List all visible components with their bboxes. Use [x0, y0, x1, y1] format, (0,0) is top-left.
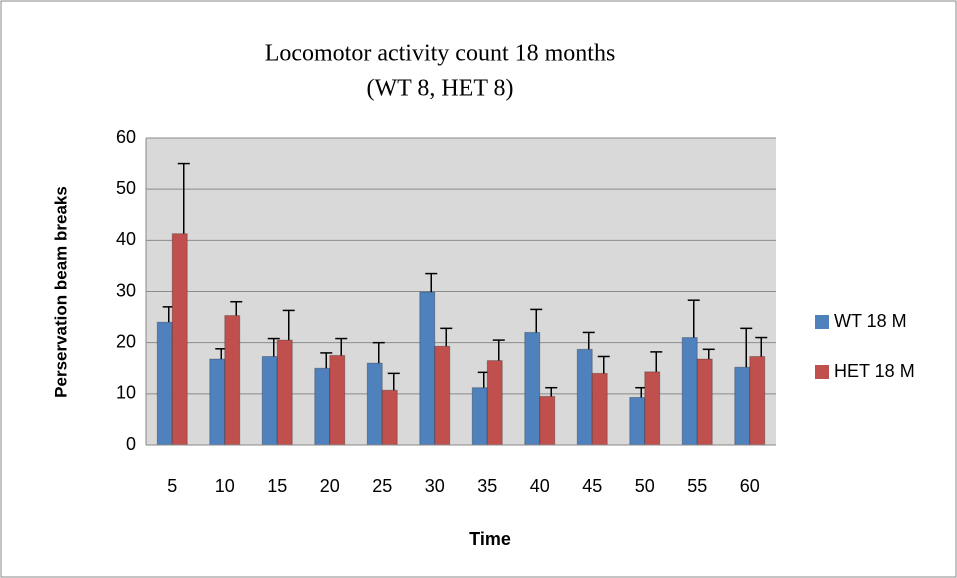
bar	[209, 358, 226, 446]
y-axis-label: Perservation beam breaks	[51, 186, 70, 398]
error-bar	[425, 272, 438, 293]
bar	[576, 348, 593, 446]
x-axis-label: Time	[469, 529, 511, 549]
x-tick-label: 40	[530, 476, 550, 496]
error-bar	[545, 386, 558, 397]
bar	[539, 395, 556, 446]
x-tick-label: 35	[477, 476, 497, 496]
bar	[591, 372, 608, 446]
legend-label: WT 18 M	[834, 311, 907, 331]
error-bar	[267, 337, 280, 357]
bar	[629, 396, 646, 446]
error-bar	[582, 331, 595, 350]
y-tick-label: 30	[116, 280, 136, 300]
chart-subtitle: (WT 8, HET 8)	[366, 76, 513, 102]
y-tick-label: 50	[116, 178, 136, 198]
legend-swatch	[815, 365, 829, 379]
x-tick-label: 60	[740, 476, 760, 496]
y-tick-label: 40	[116, 229, 136, 249]
x-tick-label: 55	[687, 476, 707, 496]
x-tick-label: 15	[267, 476, 287, 496]
error-bar	[530, 308, 543, 333]
x-tick-label: 20	[320, 476, 340, 496]
y-tick-label: 60	[116, 127, 136, 147]
chart-title: Locomotor activity count 18 months	[265, 41, 616, 67]
x-tick-label: 50	[635, 476, 655, 496]
error-bar	[177, 162, 190, 234]
error-bar	[687, 299, 700, 338]
error-bar	[440, 327, 453, 347]
bar	[749, 355, 766, 446]
error-bar	[320, 352, 333, 369]
x-tick-label: 30	[425, 476, 445, 496]
bar	[524, 331, 541, 446]
bar	[171, 233, 188, 446]
y-tick-label: 10	[116, 383, 136, 403]
y-tick-label: 0	[126, 434, 136, 454]
error-bar	[335, 337, 348, 356]
bar	[261, 355, 278, 446]
error-bar	[702, 348, 715, 360]
x-tick-label: 25	[372, 476, 392, 496]
legend-swatch	[815, 315, 829, 329]
bar	[314, 367, 331, 446]
error-bar	[650, 351, 663, 372]
bar	[434, 345, 451, 446]
error-bar	[372, 341, 385, 364]
bar	[644, 371, 661, 446]
error-bar	[492, 339, 505, 361]
error-bar	[755, 336, 768, 357]
bar	[471, 387, 488, 446]
y-tick-label: 20	[116, 331, 136, 351]
bar	[419, 291, 436, 446]
error-bar	[230, 300, 243, 316]
bar	[681, 337, 698, 446]
bar	[366, 362, 383, 446]
bar	[734, 366, 751, 446]
bar	[156, 321, 173, 446]
error-bar	[597, 355, 610, 374]
x-tick-label: 5	[167, 476, 177, 496]
error-bar	[387, 372, 400, 391]
error-bar	[282, 309, 295, 341]
bar	[276, 339, 293, 446]
bar	[486, 360, 503, 446]
bar	[696, 358, 713, 446]
bar	[224, 315, 241, 446]
error-bar	[740, 327, 753, 368]
x-tick-label: 10	[215, 476, 235, 496]
legend-label: HET 18 M	[834, 361, 915, 381]
bar	[329, 354, 346, 446]
bar	[381, 389, 398, 446]
x-tick-label: 45	[582, 476, 602, 496]
